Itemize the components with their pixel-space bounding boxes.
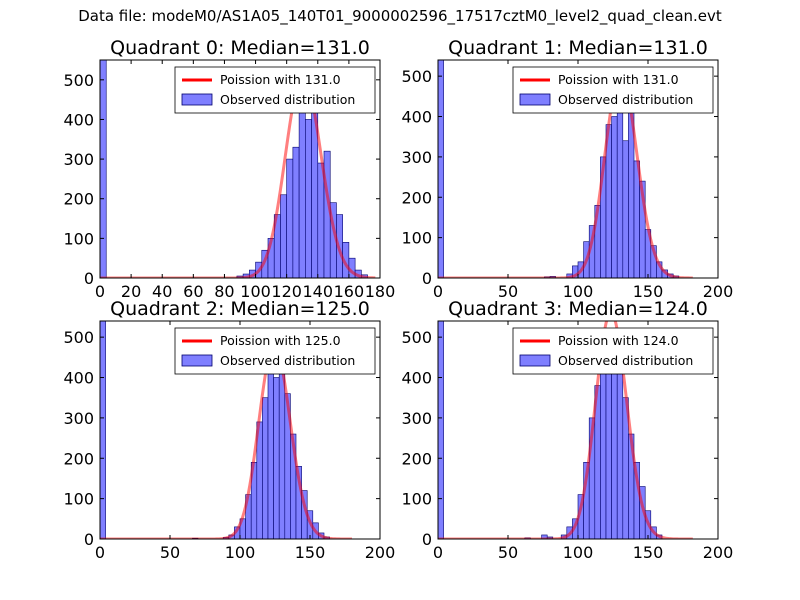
plot-area: [438, 321, 693, 539]
figure-suptitle: Data file: modeM0/AS1A05_140T01_90000025…: [78, 7, 722, 25]
histogram-bar: [267, 365, 274, 539]
y-tick-label: 500: [401, 67, 432, 86]
x-tick-label: 150: [633, 282, 664, 301]
legend-bar-swatch: [181, 354, 213, 367]
histogram-bar: [298, 103, 306, 278]
x-tick-label: 120: [271, 282, 302, 301]
histogram-bar: [611, 116, 618, 278]
quadrant-0-panel: 0 20 40 60 80 100 120 140 160 1800100200300400500…: [63, 37, 395, 301]
legend-label-observed: Observed distribution: [220, 92, 355, 107]
histogram-bar: [280, 194, 287, 278]
panel-title: Quadrant 3: Median=124.0: [448, 298, 708, 320]
y-tick-label: 300: [63, 150, 94, 169]
histogram-bar: [100, 60, 107, 278]
x-tick-label: 0: [433, 282, 443, 301]
x-tick-label: 100: [225, 543, 256, 562]
y-tick-label: 300: [401, 148, 432, 167]
x-tick-label: 100: [240, 282, 271, 301]
quadrant-2-panel: 0 50 100 150 200 0 100 200 300 400 500 Quadrant 2: …: [63, 298, 395, 562]
legend-label-observed: Observed distribution: [220, 353, 355, 368]
legend-label-poisson: Poission with 131.0: [220, 72, 341, 87]
x-tick-label: 150: [633, 543, 664, 562]
x-tick-label: 160: [334, 282, 365, 301]
histogram-bar: [262, 397, 269, 539]
legend-label-observed: Observed distribution: [558, 353, 693, 368]
histogram-bar: [616, 369, 624, 539]
histogram-bar: [605, 365, 612, 539]
x-tick-label: 200: [365, 543, 396, 562]
quadrant-1-panel: 0 50 100 150 200 0 100 200 300 400 500 Quadrant 1: …: [401, 37, 733, 301]
x-tick-label: 50: [498, 282, 518, 301]
histogram-bar: [286, 158, 294, 278]
y-tick-label: 400: [63, 110, 94, 129]
y-tick-label: 200: [63, 190, 94, 209]
x-tick-label: 100: [563, 282, 594, 301]
poisson-curve: [438, 321, 693, 539]
y-tick-label: 200: [401, 449, 432, 468]
y-tick-label: 100: [63, 229, 94, 248]
x-tick-label: 200: [703, 543, 734, 562]
histogram-bar: [292, 146, 300, 278]
histogram-bar: [305, 119, 312, 278]
x-tick-label: 50: [498, 543, 518, 562]
x-tick-label: 20: [121, 282, 141, 301]
y-tick-label: 200: [63, 449, 94, 468]
histogram-bar: [100, 321, 106, 539]
x-tick-label: 200: [703, 282, 734, 301]
panel-title: Quadrant 0: Median=131.0: [110, 37, 370, 59]
y-tick-label: 500: [63, 71, 94, 90]
legend-label-observed: Observed distribution: [558, 92, 693, 107]
x-tick-label: 100: [563, 543, 594, 562]
x-tick-label: 80: [214, 282, 234, 301]
quadrant-3-panel: 0 50 100 150 200 0 100 200 300 400 500 Quadrant 3: …: [401, 298, 733, 562]
x-tick-label: 150: [295, 543, 326, 562]
axes-frame: [99, 59, 381, 279]
x-tick-label: 0: [433, 543, 443, 562]
histogram-bar: [273, 377, 280, 539]
y-tick-label: 0: [84, 530, 94, 549]
y-tick-label: 500: [63, 328, 94, 347]
histogram-bar: [622, 140, 629, 278]
legend-label-poisson: Poission with 131.0: [558, 72, 679, 87]
y-tick-label: 400: [401, 369, 432, 388]
histogram-bar: [438, 321, 444, 539]
histogram-bar: [317, 162, 325, 278]
panel-title: Quadrant 2: Median=125.0: [110, 298, 370, 320]
y-tick-label: 400: [63, 369, 94, 388]
legend-bar-swatch: [519, 93, 551, 106]
y-tick-label: 400: [401, 108, 432, 127]
y-tick-label: 500: [401, 328, 432, 347]
plot-area: [100, 321, 353, 539]
x-tick-label: 0: [95, 282, 105, 301]
x-tick-label: 60: [183, 282, 203, 301]
y-tick-label: 200: [401, 188, 432, 207]
plot-area: [438, 60, 693, 278]
legend-label-poisson: Poission with 125.0: [220, 333, 341, 348]
y-tick-label: 0: [84, 269, 94, 288]
y-tick-label: 0: [422, 269, 432, 288]
legend-label-poisson: Poission with 124.0: [558, 333, 679, 348]
histogram-bar: [438, 60, 444, 278]
legend-bar-swatch: [181, 93, 213, 106]
x-tick-label: 50: [160, 543, 180, 562]
x-tick-label: 0: [95, 543, 105, 562]
x-tick-label: 40: [152, 282, 172, 301]
y-tick-label: 300: [401, 409, 432, 428]
y-tick-label: 300: [63, 409, 94, 428]
y-tick-label: 100: [401, 229, 432, 248]
legend-bar-swatch: [519, 354, 551, 367]
x-tick-label: 180: [365, 282, 396, 301]
y-tick-label: 100: [401, 490, 432, 509]
y-tick-label: 100: [63, 490, 94, 509]
y-tick-label: 0: [422, 530, 432, 549]
panel-title: Quadrant 1: Median=131.0: [448, 37, 708, 59]
poisson-curve: [100, 343, 353, 539]
plot-area: [100, 60, 376, 278]
histogram-bar: [600, 352, 607, 539]
x-tick-label: 140: [303, 282, 334, 301]
